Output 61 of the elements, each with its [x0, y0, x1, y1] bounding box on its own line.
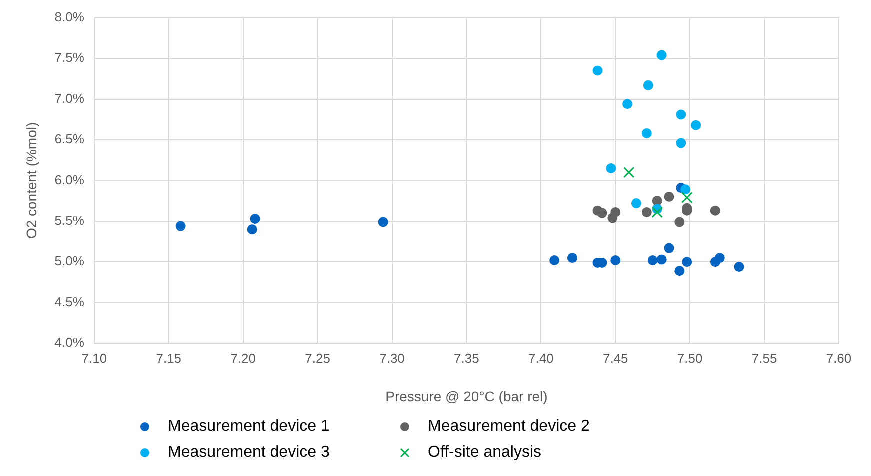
y-axis-title: O2 content (%mol): [23, 122, 40, 240]
point: [592, 66, 603, 76]
x-tick-label: 7.10: [82, 350, 108, 366]
legend-label: Measurement device 2: [428, 418, 590, 436]
x-tick-label: 7.55: [752, 350, 778, 366]
legend-label: Measurement device 1: [168, 418, 330, 436]
point: [664, 192, 674, 202]
y-tick-label: 7.5%: [54, 50, 85, 66]
point: [680, 184, 691, 195]
point: [642, 128, 652, 138]
point: [676, 138, 686, 148]
x-tick-label: 7.15: [156, 350, 182, 366]
y-tick-label: 4.5%: [54, 294, 85, 310]
point: [567, 253, 578, 264]
y-tick-label: 6.5%: [54, 132, 85, 147]
x-tick-label: 7.35: [454, 350, 480, 366]
point: [597, 208, 608, 218]
y-tick-label: 8.0%: [54, 9, 85, 24]
point: [643, 80, 654, 90]
x-tick-label: 7.60: [826, 350, 852, 366]
x-tick-label: 7.20: [230, 350, 256, 366]
point: [714, 253, 725, 264]
point: [622, 99, 633, 110]
point: [682, 257, 692, 268]
x-tick-label: 7.25: [305, 350, 330, 366]
point: [247, 224, 258, 235]
point: [176, 221, 186, 232]
point: [378, 217, 388, 228]
point: [681, 192, 693, 204]
y-tick-label: 4.0%: [54, 335, 85, 350]
point: [652, 206, 664, 218]
x-axis-title: Pressure @ 20°C (bar rel): [386, 388, 548, 404]
y-tick-label: 5.5%: [54, 213, 85, 228]
point: [550, 256, 560, 266]
point: [656, 254, 667, 265]
y-tick-label: 7.0%: [54, 90, 85, 106]
point: [623, 166, 635, 178]
point: [608, 213, 618, 224]
point: [710, 206, 720, 216]
point: [674, 266, 685, 276]
point: [676, 110, 686, 120]
point: [691, 120, 702, 130]
point: [606, 163, 616, 174]
y-tick-label: 5.0%: [54, 254, 85, 269]
point: [610, 256, 621, 266]
legend-label: Measurement device 3: [168, 444, 330, 462]
point: [734, 262, 744, 272]
x-tick-label: 7.50: [677, 350, 703, 366]
point: [250, 214, 260, 224]
x-tick-label: 7.30: [380, 350, 405, 366]
legend-label: Off-site analysis: [428, 444, 542, 462]
point: [642, 207, 652, 218]
point: [648, 256, 658, 266]
y-tick-label: 6.0%: [54, 172, 85, 188]
x-tick-label: 7.40: [528, 350, 554, 366]
point: [652, 196, 662, 206]
point: [674, 217, 685, 228]
point: [631, 198, 642, 209]
point: [656, 50, 667, 60]
point: [664, 243, 674, 254]
x-tick-label: 7.45: [602, 350, 628, 366]
